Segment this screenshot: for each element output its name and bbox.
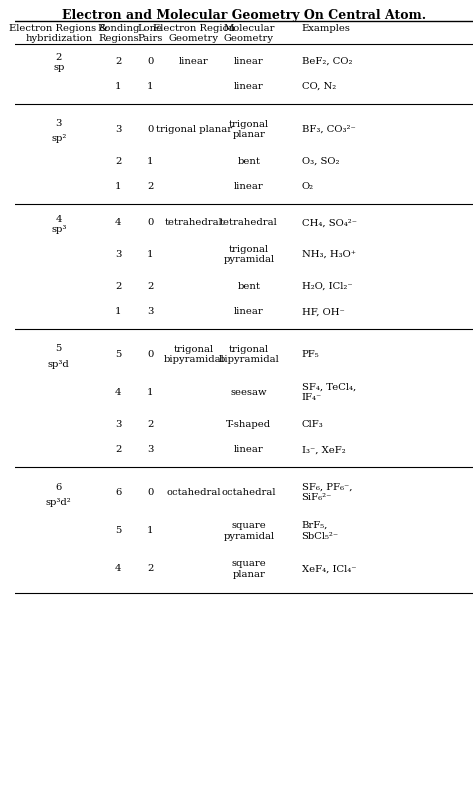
Text: I₃⁻, XeF₂: I₃⁻, XeF₂	[301, 445, 346, 455]
Text: Examples: Examples	[301, 24, 350, 33]
Text: O₂: O₂	[301, 182, 314, 191]
Text: seesaw: seesaw	[231, 388, 267, 398]
Text: sp³: sp³	[51, 225, 66, 234]
Text: bent: bent	[237, 157, 260, 165]
Text: octahedral: octahedral	[167, 488, 221, 497]
Text: 1: 1	[115, 308, 122, 316]
Text: 5: 5	[115, 526, 122, 535]
Text: octahedral: octahedral	[222, 488, 276, 497]
Text: 0: 0	[147, 125, 154, 134]
Text: 4: 4	[115, 388, 122, 398]
Text: O₃, SO₂: O₃, SO₂	[301, 157, 339, 165]
Text: 4: 4	[115, 219, 122, 227]
Text: BeF₂, CO₂: BeF₂, CO₂	[301, 56, 352, 65]
Text: trigonal planar: trigonal planar	[156, 125, 232, 134]
Text: 3: 3	[115, 250, 122, 259]
Text: tetrahedral: tetrahedral	[165, 219, 223, 227]
Text: SF₆, PF₆⁻,
SiF₆²⁻: SF₆, PF₆⁻, SiF₆²⁻	[301, 483, 352, 502]
Text: BrF₅,
SbCl₅²⁻: BrF₅, SbCl₅²⁻	[301, 522, 339, 541]
Text: bent: bent	[237, 282, 260, 291]
Text: 2: 2	[115, 56, 122, 65]
Text: square
pyramidal: square pyramidal	[223, 522, 274, 541]
Text: trigonal
pyramidal: trigonal pyramidal	[223, 245, 274, 265]
Text: 3: 3	[55, 119, 62, 128]
Text: 2: 2	[115, 282, 122, 291]
Text: CO, N₂: CO, N₂	[301, 82, 336, 91]
Text: 1: 1	[147, 526, 154, 535]
Text: 1: 1	[147, 388, 154, 398]
Text: XeF₄, ICl₄⁻: XeF₄, ICl₄⁻	[301, 564, 356, 573]
Text: Electron Regions &
hybridization: Electron Regions & hybridization	[9, 24, 109, 43]
Text: sp²: sp²	[51, 134, 66, 143]
Text: 3: 3	[115, 420, 122, 429]
Text: 1: 1	[147, 250, 154, 259]
Text: 1: 1	[115, 182, 122, 191]
Text: PF₅: PF₅	[301, 350, 319, 359]
Text: trigonal
planar: trigonal planar	[229, 119, 269, 139]
Text: 2: 2	[147, 282, 154, 291]
Text: HF, OH⁻: HF, OH⁻	[301, 308, 344, 316]
Text: Molecular
Geometry: Molecular Geometry	[223, 24, 274, 43]
Text: 1: 1	[147, 157, 154, 165]
Text: Electron Region
Geometry: Electron Region Geometry	[153, 24, 235, 43]
Text: square
planar: square planar	[231, 559, 266, 579]
Text: 3: 3	[147, 308, 154, 316]
Text: 6: 6	[56, 483, 62, 491]
Text: linear: linear	[234, 182, 264, 191]
Text: 2: 2	[115, 445, 122, 455]
Text: sp³d: sp³d	[48, 359, 70, 369]
Text: 6: 6	[115, 488, 121, 497]
Text: 5: 5	[115, 350, 122, 359]
Text: tetrahedral: tetrahedral	[220, 219, 278, 227]
Text: Bonding
Regions: Bonding Regions	[97, 24, 139, 43]
Text: 3: 3	[147, 445, 154, 455]
Text: 0: 0	[147, 56, 154, 65]
Text: linear: linear	[179, 56, 209, 65]
Text: Lone
Pairs: Lone Pairs	[138, 24, 163, 43]
Text: NH₃, H₃O⁺: NH₃, H₃O⁺	[301, 250, 356, 259]
Text: H₂O, ICl₂⁻: H₂O, ICl₂⁻	[301, 282, 352, 291]
Text: 3: 3	[115, 125, 122, 134]
Text: 2: 2	[55, 52, 62, 62]
Text: 2: 2	[115, 157, 122, 165]
Text: linear: linear	[234, 82, 264, 91]
Text: 1: 1	[115, 82, 122, 91]
Text: T-shaped: T-shaped	[227, 420, 272, 429]
Text: 4: 4	[115, 564, 122, 573]
Text: 2: 2	[147, 420, 154, 429]
Text: linear: linear	[234, 308, 264, 316]
Text: linear: linear	[234, 445, 264, 455]
Text: CH₄, SO₄²⁻: CH₄, SO₄²⁻	[301, 219, 356, 227]
Text: 0: 0	[147, 350, 154, 359]
Text: 5: 5	[55, 344, 62, 354]
Text: linear: linear	[234, 56, 264, 65]
Text: 4: 4	[55, 215, 62, 223]
Text: sp³d²: sp³d²	[46, 498, 72, 506]
Text: trigonal
bipyramidal: trigonal bipyramidal	[219, 345, 279, 364]
Text: trigonal
bipyramidal: trigonal bipyramidal	[164, 345, 224, 364]
Text: BF₃, CO₃²⁻: BF₃, CO₃²⁻	[301, 125, 356, 134]
Text: 2: 2	[147, 182, 154, 191]
Text: 0: 0	[147, 488, 154, 497]
Text: 1: 1	[147, 82, 154, 91]
Text: ClF₃: ClF₃	[301, 420, 323, 429]
Text: Electron and Molecular Geometry On Central Atom.: Electron and Molecular Geometry On Centr…	[62, 9, 427, 21]
Text: SF₄, TeCl₄,
IF₄⁻: SF₄, TeCl₄, IF₄⁻	[301, 383, 356, 402]
Text: sp: sp	[53, 63, 64, 72]
Text: 2: 2	[147, 564, 154, 573]
Text: 0: 0	[147, 219, 154, 227]
